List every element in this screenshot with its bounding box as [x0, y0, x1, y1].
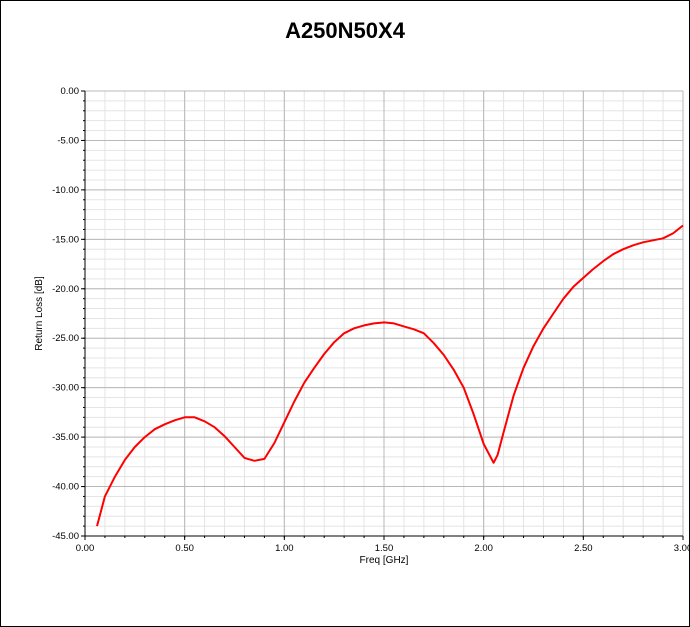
y-tick-label: -15.00	[52, 234, 79, 245]
y-tick-label: 0.00	[61, 86, 80, 97]
chart-title: A250N50X4	[285, 18, 405, 43]
series-layer	[96, 224, 684, 527]
x-axis-label: Freq [GHz]	[360, 555, 409, 566]
y-axis-label: Return Loss [dB]	[34, 276, 45, 351]
series-line	[96, 224, 684, 527]
y-tick-label: -35.00	[52, 432, 79, 443]
tick-labels: 0.00 0.50 1.00 1.50 2.00 2.50 3.00 0.00 -5.00 -10…	[52, 86, 690, 554]
y-tick-label: -20.00	[52, 284, 79, 295]
x-tick-label: 0.50	[175, 543, 194, 554]
x-tick-label: 2.50	[574, 543, 593, 554]
y-tick-label: -45.00	[52, 531, 79, 542]
y-tick-label: -10.00	[52, 185, 79, 196]
axes	[81, 90, 684, 540]
y-tick-label: -25.00	[52, 333, 79, 344]
y-tick-label: -30.00	[52, 383, 79, 394]
y-tick-label: -40.00	[52, 482, 79, 493]
major-grid	[84, 90, 684, 537]
x-tick-label: 3.00	[674, 543, 690, 554]
x-tick-label: 1.00	[275, 543, 294, 554]
x-tick-label: 1.50	[375, 543, 394, 554]
y-tick-label: -5.00	[57, 135, 79, 146]
x-tick-label: 2.00	[474, 543, 493, 554]
x-tick-label: 0.00	[76, 543, 95, 554]
